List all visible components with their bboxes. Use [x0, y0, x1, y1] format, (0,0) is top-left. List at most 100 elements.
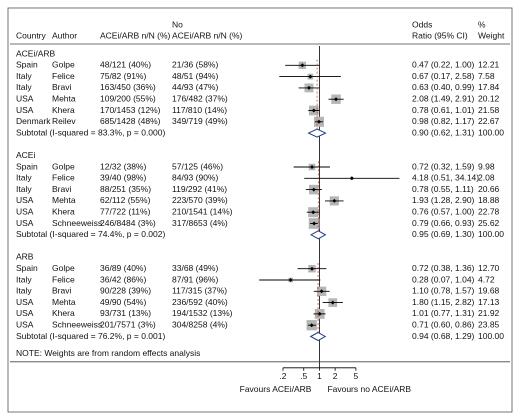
- control: 236/592 (40%): [172, 297, 228, 307]
- weight-label: 7.58: [478, 71, 495, 81]
- weight-label: 12.70: [478, 263, 500, 273]
- or-label: 0.67 (0.17, 2.58): [412, 71, 475, 81]
- country: Italy: [16, 173, 32, 183]
- weight-label: 25.62: [478, 218, 500, 228]
- subtotal-label: Subtotal (I-squared = 83.3%, p = 0.000): [16, 127, 165, 137]
- control: 223/570 (39%): [172, 195, 228, 205]
- author: Mehta: [52, 297, 76, 307]
- point-estimate: [309, 323, 314, 328]
- point-estimate: [317, 311, 322, 316]
- weight-label: 20.66: [478, 184, 500, 194]
- weight-label: 19.68: [478, 286, 500, 296]
- point-estimate: [312, 221, 317, 226]
- control: 119/292 (41%): [172, 184, 227, 194]
- treated: 88/251 (35%): [100, 184, 151, 194]
- or-label: 0.47 (0.22, 1.00): [412, 60, 475, 70]
- header-treated: ACEi/ARB n/N (%): [100, 30, 171, 40]
- or-label: 0.78 (0.61, 1.01): [412, 105, 475, 115]
- author: Felice: [52, 274, 75, 284]
- or-label: 0.76 (0.57, 1.00): [412, 206, 475, 216]
- weight-label: 22.67: [478, 116, 500, 126]
- treated: 109/200 (55%): [100, 93, 156, 103]
- weight-label: 23.85: [478, 319, 500, 329]
- or-label: 1.80 (1.15, 2.82): [412, 297, 475, 307]
- country: USA: [16, 319, 34, 329]
- x-tick-label: 5: [354, 371, 359, 381]
- frame: [7, 7, 513, 413]
- control: 317/8653 (4%): [172, 218, 228, 228]
- author: Golpe: [52, 263, 75, 273]
- subtotal-diamond: [307, 128, 327, 138]
- country: Italy: [16, 184, 32, 194]
- or-label: 1.01 (0.77, 1.31): [412, 308, 475, 318]
- point-estimate: [300, 63, 305, 68]
- x-label-left: Favours ACEi/ARB: [240, 384, 312, 394]
- country: USA: [16, 105, 34, 115]
- weight-label: 18.88: [478, 195, 500, 205]
- control: 176/482 (37%): [172, 93, 228, 103]
- or-label: 0.94 (0.68, 1.29): [412, 331, 475, 341]
- author: Schneeweiss: [52, 218, 102, 228]
- or-label: 0.95 (0.69, 1.30): [412, 229, 475, 239]
- author: Mehta: [52, 93, 76, 103]
- weight-label: 12.21: [478, 60, 500, 70]
- treated: 170/1453 (12%): [100, 105, 161, 115]
- point-estimate: [311, 108, 316, 113]
- author: Reilev: [52, 116, 76, 126]
- point-estimate: [349, 176, 354, 181]
- point-estimate: [311, 210, 316, 215]
- or-label: 0.79 (0.66, 0.93): [412, 218, 475, 228]
- or-label: 1.10 (0.78, 1.57): [412, 286, 475, 296]
- country: Denmark: [16, 116, 51, 126]
- subtotal-label: Subtotal (I-squared = 74.4%, p = 0.002): [16, 229, 165, 239]
- author: Khera: [52, 206, 75, 216]
- group-title: ARB: [16, 252, 34, 262]
- control: 117/810 (14%): [172, 105, 227, 115]
- weight-label: 100.00: [478, 229, 504, 239]
- control: 21/36 (58%): [172, 60, 218, 70]
- point-estimate: [310, 165, 315, 169]
- country: Italy: [16, 71, 32, 81]
- country: Italy: [16, 274, 32, 284]
- country: USA: [16, 218, 34, 228]
- country: USA: [16, 195, 34, 205]
- weight-label: 2.08: [478, 173, 495, 183]
- or-label: 0.98 (0.82, 1.17): [412, 116, 475, 126]
- x-tick-label: .2: [279, 371, 286, 381]
- control: 117/315 (37%): [172, 286, 227, 296]
- point-estimate: [308, 74, 313, 79]
- country: USA: [16, 308, 34, 318]
- treated: 39/40 (98%): [100, 173, 146, 183]
- or-label: 0.72 (0.32, 1.59): [412, 161, 475, 171]
- country: USA: [16, 206, 34, 216]
- treated: 201/7571 (3%): [100, 319, 156, 329]
- weight-label: 100.00: [478, 127, 504, 137]
- author: Felice: [52, 71, 75, 81]
- author: Schneeweiss: [52, 319, 102, 329]
- or-label: 1.93 (1.28, 2.90): [412, 195, 475, 205]
- control: 84/93 (90%): [172, 173, 218, 183]
- control: 194/1532 (13%): [172, 308, 233, 318]
- point-estimate: [316, 119, 321, 124]
- country: Italy: [16, 286, 32, 296]
- or-label: 2.08 (1.49, 2.91): [412, 93, 475, 103]
- treated: 93/731 (13%): [100, 308, 151, 318]
- country: Spain: [16, 60, 38, 70]
- author: Khera: [52, 308, 75, 318]
- weight-label: 4.72: [478, 274, 495, 284]
- control: 33/68 (49%): [172, 263, 218, 273]
- x-tick-label: 2: [333, 371, 338, 381]
- point-estimate: [319, 289, 324, 294]
- point-estimate: [310, 266, 315, 271]
- treated: 685/1428 (48%): [100, 116, 161, 126]
- author: Golpe: [52, 161, 75, 171]
- or-label: 4.18 (0.51, 34.14): [412, 173, 479, 183]
- group-title: ACEi/ARB: [16, 48, 56, 58]
- subtotal-label: Subtotal (I-squared = 76.2%, p = 0.001): [16, 331, 165, 341]
- control: 210/1541 (14%): [172, 206, 233, 216]
- or-label: 0.71 (0.60, 0.86): [412, 319, 475, 329]
- note: NOTE: Weights are from random effects an…: [16, 348, 200, 358]
- author: Bravi: [52, 286, 71, 296]
- treated: 48/121 (40%): [100, 60, 151, 70]
